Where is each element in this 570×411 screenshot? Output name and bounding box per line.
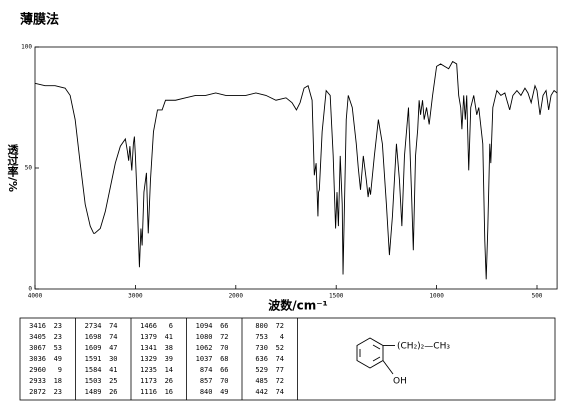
wavenumber-cell: 1466 <box>140 322 157 330</box>
transmittance-cell: 18 <box>54 377 62 385</box>
wavenumber-cell: 2933 <box>29 377 46 385</box>
wavenumber-cell: 442 <box>255 388 268 396</box>
wavenumber-cell: 1037 <box>196 355 213 363</box>
wavenumber-cell: 1080 <box>196 333 213 341</box>
x-tick-label: 500 <box>532 293 543 300</box>
transmittance-cell: 72 <box>276 377 284 385</box>
x-tick-label: 3000 <box>128 293 143 300</box>
transmittance-cell: 23 <box>54 322 62 330</box>
transmittance-cell: 74 <box>109 333 117 341</box>
transmittance-cell: 77 <box>276 366 284 374</box>
x-tick-label: 1500 <box>329 293 344 300</box>
transmittance-cell: 4 <box>280 333 284 341</box>
chart-title: 薄膜法 <box>20 12 59 28</box>
wavenumber-cell: 1329 <box>140 355 157 363</box>
wavenumber-cell: 1116 <box>140 388 157 396</box>
wavenumber-cell: 1062 <box>196 344 213 352</box>
wavenumber-cell: 800 <box>255 322 268 330</box>
wavenumber-cell: 1341 <box>140 344 157 352</box>
wavenumber-cell: 1173 <box>140 377 157 385</box>
transmittance-cell: 26 <box>165 377 173 385</box>
x-tick-label: 2000 <box>229 293 244 300</box>
wavenumber-cell: 3416 <box>29 322 46 330</box>
wavenumber-cell: 1094 <box>196 322 213 330</box>
wavenumber-cell: 1609 <box>85 344 102 352</box>
wavenumber-cell: 2734 <box>85 322 102 330</box>
y-tick-label: 50 <box>25 165 33 172</box>
y-axis-label: 透过率/% <box>6 144 19 192</box>
wavenumber-cell: 3405 <box>29 333 46 341</box>
x-tick-label: 4000 <box>28 293 43 300</box>
wavenumber-cell: 1503 <box>85 377 102 385</box>
transmittance-cell: 6 <box>169 322 173 330</box>
wavenumber-cell: 636 <box>255 355 268 363</box>
transmittance-cell: 38 <box>165 344 173 352</box>
wavenumber-cell: 2960 <box>29 366 46 374</box>
wavenumber-cell: 1379 <box>140 333 157 341</box>
wavenumber-cell: 485 <box>255 377 268 385</box>
transmittance-cell: 68 <box>220 355 228 363</box>
group-label: OH <box>393 377 407 387</box>
transmittance-cell: 14 <box>165 366 173 374</box>
x-tick-label: 1000 <box>429 293 444 300</box>
transmittance-cell: 41 <box>165 333 173 341</box>
transmittance-cell: 53 <box>54 344 62 352</box>
transmittance-cell: 25 <box>109 377 117 385</box>
wavenumber-cell: 857 <box>200 377 213 385</box>
substituent-label: (CH₂)₂—CH₃ <box>397 342 450 352</box>
transmittance-cell: 72 <box>220 333 228 341</box>
transmittance-cell: 47 <box>109 344 117 352</box>
wavenumber-cell: 840 <box>200 388 213 396</box>
spectrum-line <box>34 60 558 280</box>
transmittance-cell: 70 <box>220 344 228 352</box>
transmittance-cell: 23 <box>54 333 62 341</box>
table-frame <box>19 317 556 401</box>
structure: (CH₂)₂—CH₃ OH <box>356 337 450 387</box>
wavenumber-cell: 753 <box>255 333 268 341</box>
transmittance-cell: 49 <box>54 355 62 363</box>
transmittance-cell: 23 <box>54 388 62 396</box>
wavenumber-cell: 1591 <box>85 355 102 363</box>
transmittance-cell: 72 <box>276 322 284 330</box>
transmittance-cell: 70 <box>220 377 228 385</box>
benzene-ring <box>356 337 384 369</box>
wavenumber-cell: 1235 <box>140 366 157 374</box>
transmittance-cell: 30 <box>109 355 117 363</box>
y-tick-label: 100 <box>21 44 32 51</box>
wavenumber-cell: 730 <box>255 344 268 352</box>
transmittance-cell: 74 <box>276 355 284 363</box>
transmittance-cell: 74 <box>276 388 284 396</box>
bond <box>382 360 394 375</box>
wavenumber-cell: 3036 <box>29 355 46 363</box>
transmittance-cell: 41 <box>109 366 117 374</box>
wavenumber-cell: 3067 <box>29 344 46 352</box>
transmittance-cell: 52 <box>276 344 284 352</box>
transmittance-cell: 26 <box>109 388 117 396</box>
wavenumber-cell: 874 <box>200 366 213 374</box>
plot-frame <box>34 46 558 290</box>
wavenumber-cell: 529 <box>255 366 268 374</box>
transmittance-cell: 74 <box>109 322 117 330</box>
transmittance-cell: 9 <box>58 366 62 374</box>
transmittance-cell: 39 <box>165 355 173 363</box>
wavenumber-cell: 1698 <box>85 333 102 341</box>
wavenumber-cell: 1584 <box>85 366 102 374</box>
double-bond <box>372 344 381 350</box>
x-axis-label: 波数/cm⁻¹ <box>268 298 328 313</box>
transmittance-cell: 49 <box>220 388 228 396</box>
wavenumber-cell: 1489 <box>85 388 102 396</box>
wavenumber-cell: 2872 <box>29 388 46 396</box>
transmittance-cell: 66 <box>220 366 228 374</box>
double-bond <box>372 356 381 362</box>
transmittance-cell: 16 <box>165 388 173 396</box>
y-tick-label: 0 <box>28 286 32 293</box>
transmittance-cell: 66 <box>220 322 228 330</box>
